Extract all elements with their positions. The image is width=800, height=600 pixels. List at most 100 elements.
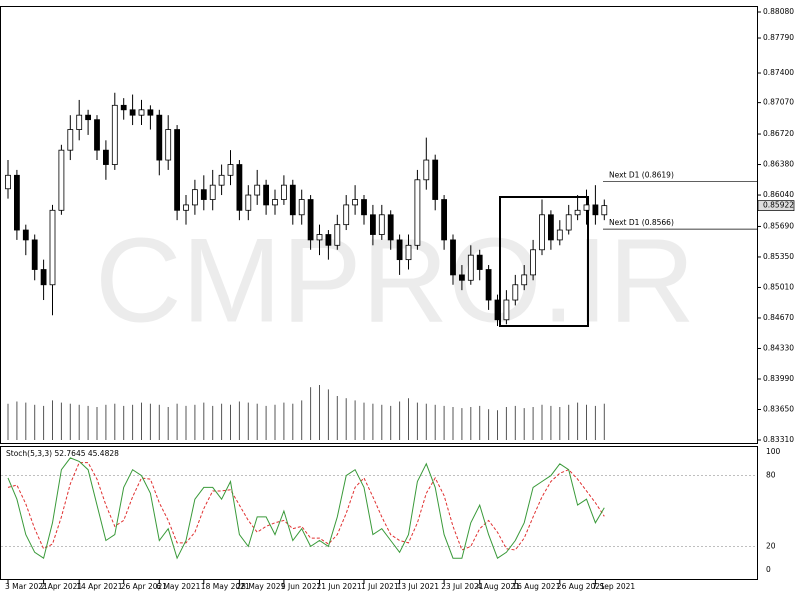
candle-body [307,199,314,241]
x-tick-label: 26 Apr 2021 [121,582,168,591]
y-tick-label: 0.86720 [763,129,794,138]
candle-body [263,184,270,206]
price-panel-frame [0,6,758,444]
candle-body [138,109,145,116]
candle-body [334,224,341,246]
candle-body [548,214,554,241]
x-tick-label: 18 May 2021 [201,582,250,591]
x-tick-label: 2 Apr 2021 [41,582,83,591]
candle-body [494,299,501,321]
candle-body [218,174,225,186]
indicator-panel-frame [0,446,758,580]
candle-body [40,269,47,286]
candle-body [387,214,394,241]
candle-body [556,229,563,241]
y-tick-label: 0.84330 [763,343,794,352]
x-tick-label: 14 Apr 2021 [76,582,123,591]
y-tick-label: 0.83310 [763,435,794,444]
candle-body [103,149,109,165]
candle-body [227,164,234,176]
y-tick-label: 0.87790 [763,33,794,42]
candle-body [503,299,510,321]
candle-body [405,244,412,261]
candle-body [325,234,332,246]
indicator-tick-label: 20 [766,541,776,550]
candle-body [245,194,252,211]
candle-body [441,199,448,241]
candle-body [289,184,296,216]
stoch-signal-line [7,462,605,551]
y-tick-label: 0.83650 [763,404,794,413]
candle-body [369,214,376,235]
y-tick-label: 0.86040 [763,190,794,199]
y-tick-label: 0.87400 [763,68,794,77]
candle-body [94,119,100,151]
candle-body [111,104,118,165]
candle-body [156,114,163,161]
candle-body [85,114,91,121]
candle-body [22,229,29,241]
candle-body [183,204,189,211]
candle-body [272,199,278,206]
candle-body [396,239,403,261]
candle-body [191,189,198,206]
x-tick-label: 9 Jun 2021 [281,582,322,591]
candle-body [236,164,243,211]
candle-body [129,109,136,116]
indicator-tick-label: 0 [766,565,771,574]
y-tick-label: 0.87070 [763,98,794,107]
stoch-main-line [7,457,605,560]
x-tick-label: 1 Jul 2021 [361,582,399,591]
y-tick-label: 0.85690 [763,221,794,230]
candle-body [58,149,65,211]
candle-body [13,174,20,231]
candle-body [254,184,261,196]
y-tick-label: 0.84670 [763,313,794,322]
candle-body [458,274,465,281]
x-tick-label: 4 Aug 2021 [477,582,520,591]
candle-body [601,205,608,216]
x-tick-label: 23 Jul 2021 [441,582,484,591]
candle-body [539,214,545,251]
candle-body [174,129,181,211]
candle-body [361,199,367,216]
last-price-box [757,200,795,211]
candle-body [432,159,439,200]
range-box [499,196,589,327]
y-tick-label: 0.83990 [763,374,794,383]
indicator-tick-label: 100 [766,447,781,456]
candle-body [476,254,483,270]
candle-body [423,159,430,181]
candle-body [450,239,456,276]
y-tick-label: 0.85010 [763,282,794,291]
candle-body [521,274,528,286]
candle-body [583,204,590,211]
candle-body [298,199,305,216]
candle-body [485,269,492,301]
y-tick-label: 0.86380 [763,160,794,169]
candle-body [467,254,474,281]
x-tick-label: 21 Jun 2021 [317,582,362,591]
candle-body [343,204,350,226]
x-tick-label: 26 Aug 2021 [557,582,605,591]
candle-body [565,214,572,231]
candle-body [67,129,74,151]
candle-body [200,189,207,200]
candle-body [316,234,323,241]
x-tick-label: 28 May 2021 [236,582,285,591]
candle-body [592,204,599,216]
candle-body [352,199,359,206]
watermark: CMPRO.IR [95,214,695,348]
candle-body [512,284,519,301]
candle-body [49,209,56,286]
candle-body [120,104,127,111]
y-tick-label: 0.88080 [763,7,794,16]
x-tick-label: 7 Sep 2021 [592,582,635,591]
candle-body [5,174,11,190]
candle-body [530,249,536,276]
candle-body [414,179,421,246]
candle-body [165,129,172,161]
candle-body [147,109,154,116]
